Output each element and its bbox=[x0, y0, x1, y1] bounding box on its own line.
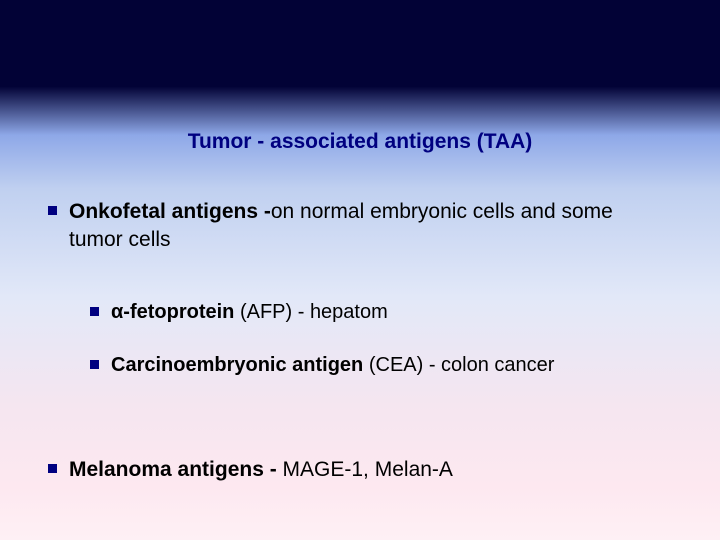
bullet-text: Melanoma antigens - MAGE-1, Melan-A bbox=[69, 456, 453, 484]
bullet-text: Carcinoembryonic antigen (CEA) - colon c… bbox=[111, 352, 554, 379]
title-text: Tumor - associated antigens (TAA) bbox=[188, 130, 533, 153]
slide: Tumor - associated antigens (TAA) Onkofe… bbox=[0, 0, 720, 540]
bold-part: Onkofetal antigens - bbox=[69, 200, 271, 223]
bullet-afp: α-fetoprotein (AFP) - hepatom bbox=[90, 299, 660, 326]
rest-part: MAGE-1, Melan-A bbox=[283, 458, 453, 481]
rest-part: (AFP) - hepatom bbox=[234, 301, 387, 323]
slide-title: Tumor - associated antigens (TAA) bbox=[0, 130, 720, 154]
bullet-cea: Carcinoembryonic antigen (CEA) - colon c… bbox=[90, 352, 690, 379]
rest-part: (CEA) - colon cancer bbox=[363, 354, 554, 376]
bullet-melanoma: Melanoma antigens - MAGE-1, Melan-A bbox=[48, 456, 668, 484]
bullet-square-icon bbox=[48, 464, 57, 473]
bold-part: Melanoma antigens - bbox=[69, 458, 283, 481]
bullet-square-icon bbox=[90, 360, 99, 369]
bold-part: Carcinoembryonic antigen bbox=[111, 354, 363, 376]
bullet-onkofetal: Onkofetal antigens -on normal embryonic … bbox=[48, 198, 668, 255]
bullet-square-icon bbox=[90, 307, 99, 316]
bullet-text: α-fetoprotein (AFP) - hepatom bbox=[111, 299, 388, 326]
bullet-square-icon bbox=[48, 206, 57, 215]
bullet-text: Onkofetal antigens -on normal embryonic … bbox=[69, 198, 668, 255]
bold-part: α-fetoprotein bbox=[111, 301, 234, 323]
